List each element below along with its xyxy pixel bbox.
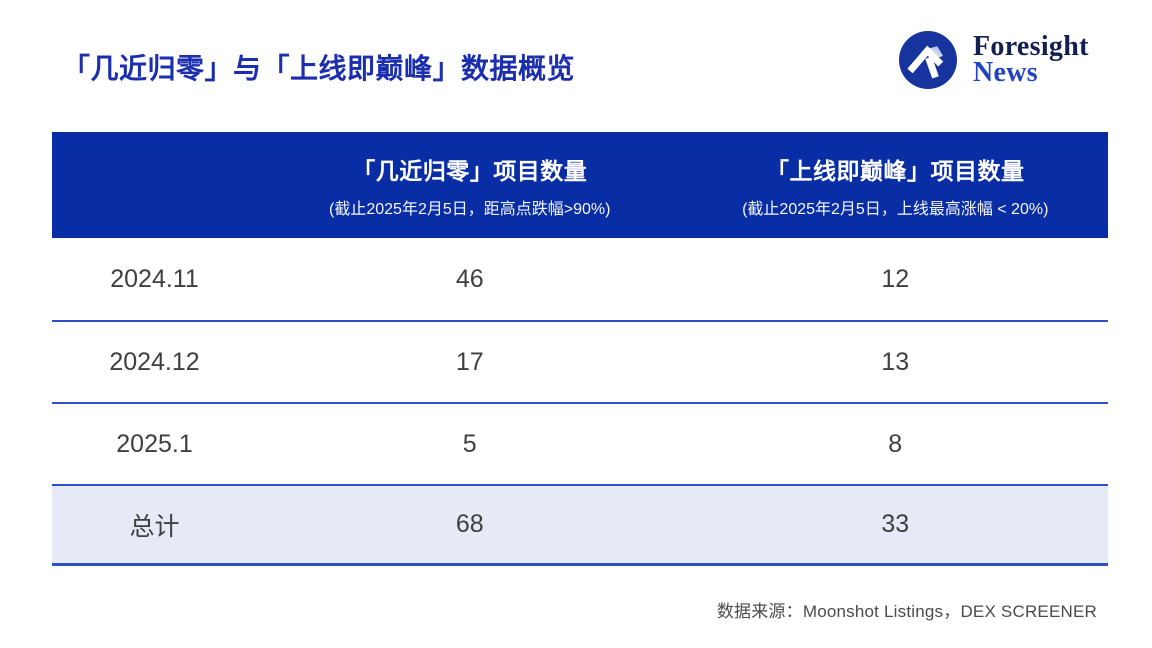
logo-wordmark: Foresight News: [973, 31, 1089, 88]
peak-at-launch-count: 13: [881, 347, 910, 376]
data-table: 「几近归零」项目数量 (截止2025年2月5日，距高点跌幅>90%) 「上线即巅…: [52, 132, 1108, 566]
foresight-news-logo: Foresight News: [899, 31, 1089, 89]
near-zero-count: 46: [455, 264, 484, 293]
total-near-zero-count: 68: [455, 510, 484, 538]
total-peak-at-launch-count: 33: [881, 510, 910, 538]
row-label: 2024.12: [109, 347, 200, 376]
row-label: 2024.11: [110, 264, 199, 293]
header-subtitle-near-zero: (截止2025年2月5日，距高点跌幅>90%): [329, 200, 611, 218]
total-label: 总计: [129, 512, 180, 541]
table-row-2024-12: 2024.12 17 13: [52, 320, 1108, 402]
header-subtitle-peak-at-launch: (截止2025年2月5日，上线最高涨幅 < 20%): [742, 200, 1049, 218]
logo-wordmark-line2: News: [973, 57, 1038, 88]
header-cell-peak-at-launch: 「上线即巅峰」项目数量 (截止2025年2月5日，上线最高涨幅 < 20%): [683, 152, 1109, 219]
table-row-total: 总计 68 33: [52, 484, 1108, 563]
peak-at-launch-count: 12: [881, 264, 910, 293]
header-cell-near-zero: 「几近归零」项目数量 (截止2025年2月5日，距高点跌幅>90%): [257, 152, 683, 219]
page-title: 「几近归零」与「上线即巅峰」数据概览: [62, 53, 576, 84]
foresight-logo-icon: [899, 31, 957, 89]
logo-wordmark-line1: Foresight: [973, 31, 1089, 62]
near-zero-count: 17: [455, 347, 484, 376]
peak-at-launch-count: 8: [888, 429, 903, 458]
table-header-row: 「几近归零」项目数量 (截止2025年2月5日，距高点跌幅>90%) 「上线即巅…: [52, 132, 1108, 238]
header-title-peak-at-launch: 「上线即巅峰」项目数量: [766, 157, 1025, 184]
row-label: 2025.1: [116, 429, 193, 458]
table-row-2024-11: 2024.11 46 12: [52, 238, 1108, 320]
data-source-note: 数据来源：Moonshot Listings，DEX SCREENER: [716, 602, 1097, 621]
near-zero-count: 5: [462, 429, 477, 458]
table-row-2025-1: 2025.1 5 8: [52, 402, 1108, 484]
header-title-near-zero: 「几近归零」项目数量: [352, 157, 588, 184]
